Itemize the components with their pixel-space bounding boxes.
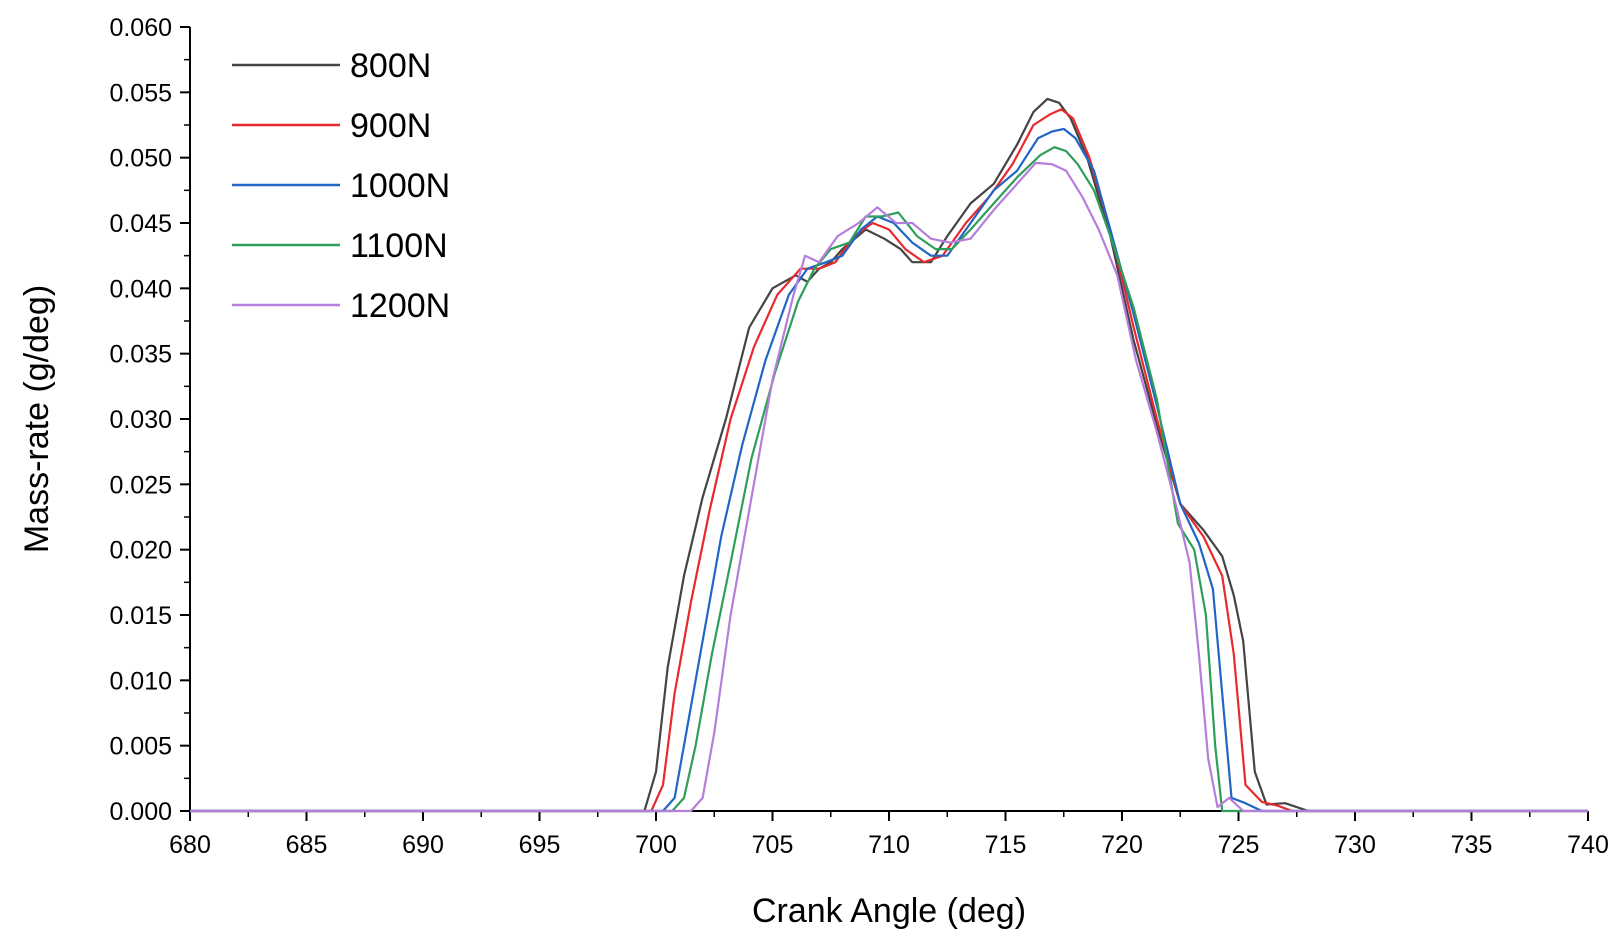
plot-series <box>190 97 1588 813</box>
x-tick-label: 705 <box>752 831 794 859</box>
series-line-1000N <box>190 127 1588 813</box>
y-tick-label: 0.000 <box>109 798 172 826</box>
y-axis-ticks: 0.000 0.005 0.010 0.015 0.020 0.025 0.030 0.035… <box>109 14 190 826</box>
y-tick-label: 0.030 <box>109 406 172 434</box>
x-tick-label: 715 <box>985 831 1027 859</box>
y-tick-label: 0.050 <box>109 145 172 173</box>
x-tick-label: 700 <box>635 831 677 859</box>
y-axis-title: Mass-rate (g/deg) <box>18 285 56 553</box>
y-tick-label: 0.015 <box>109 602 172 630</box>
x-tick-label: 735 <box>1451 831 1493 859</box>
x-tick-label: 680 <box>169 831 211 859</box>
x-tick-label: 685 <box>286 831 328 859</box>
y-tick-label: 0.055 <box>109 79 172 107</box>
legend-label: 900N <box>350 107 431 145</box>
legend-label: 800N <box>350 47 431 85</box>
y-tick-label: 0.045 <box>109 210 172 238</box>
y-tick-label: 0.025 <box>109 471 172 499</box>
x-axis-title: Crank Angle (deg) <box>752 892 1026 930</box>
series-line-1200N <box>190 161 1588 813</box>
x-axis-ticks: 680 685 690 695 700 705 710 715 720 725 730 735 740 <box>169 811 1609 859</box>
x-tick-label: 710 <box>868 831 910 859</box>
series-line-900N <box>190 108 1588 813</box>
y-tick-label: 0.020 <box>109 537 172 565</box>
y-tick-label: 0.040 <box>109 275 172 303</box>
x-tick-label: 720 <box>1101 831 1143 859</box>
y-tick-label: 0.010 <box>109 667 172 695</box>
x-tick-label: 690 <box>402 831 444 859</box>
y-tick-label: 0.005 <box>109 733 172 761</box>
x-tick-label: 730 <box>1334 831 1376 859</box>
series-line-800N <box>190 97 1588 813</box>
legend-label: 1200N <box>350 287 450 325</box>
y-tick-label: 0.060 <box>109 14 172 42</box>
legend-label: 1000N <box>350 167 450 205</box>
x-tick-label: 740 <box>1567 831 1609 859</box>
legend-label: 1100N <box>350 227 448 265</box>
x-tick-label: 695 <box>519 831 561 859</box>
y-tick-label: 0.035 <box>109 341 172 369</box>
x-tick-label: 725 <box>1218 831 1260 859</box>
legend: 800N 900N 1000N 1100N 1200N <box>232 47 450 325</box>
